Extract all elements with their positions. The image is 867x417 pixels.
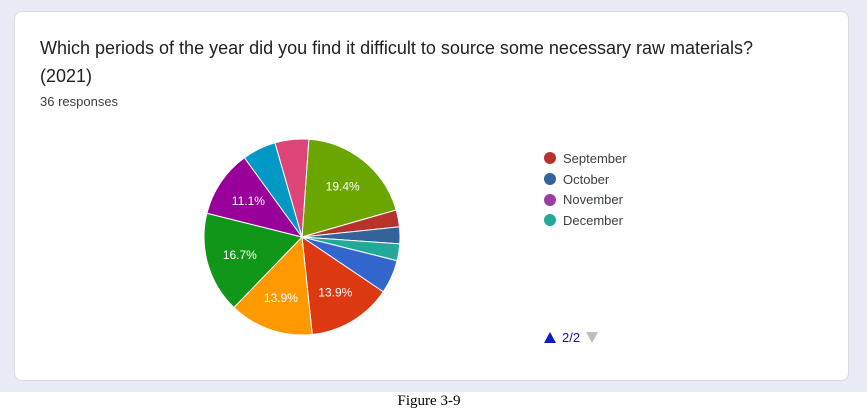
legend-item: September bbox=[544, 148, 627, 169]
legend-swatch-icon bbox=[544, 173, 556, 186]
legend-label: October bbox=[563, 171, 610, 187]
question-title: Which periods of the year did you find i… bbox=[40, 38, 753, 86]
slice-label: 19.4% bbox=[326, 180, 360, 194]
pie-slice[interactable] bbox=[206, 157, 304, 238]
page-indicator: 2/2 bbox=[562, 330, 581, 345]
chart-legend: September October November December bbox=[544, 148, 627, 231]
legend-label: September bbox=[563, 150, 627, 166]
legend-label: November bbox=[563, 192, 623, 208]
legend-item: October bbox=[544, 169, 627, 190]
pie-slice[interactable] bbox=[274, 138, 310, 238]
slice-label: 11.1% bbox=[232, 194, 265, 208]
figure-caption: Figure 3-9 bbox=[397, 393, 461, 409]
slice-label: 13.9% bbox=[264, 291, 298, 305]
figure-background: Which periods of the year did you find i… bbox=[0, 0, 867, 392]
legend-item: November bbox=[544, 189, 627, 210]
slice-label: 16.7% bbox=[223, 248, 257, 262]
pie-slice[interactable] bbox=[301, 138, 397, 238]
pie-slice[interactable] bbox=[203, 212, 303, 309]
pie-slice[interactable] bbox=[233, 235, 313, 336]
legend-label: December bbox=[563, 212, 623, 228]
pie-slice[interactable] bbox=[301, 235, 384, 336]
response-count: 36 responses bbox=[40, 94, 119, 109]
legend-pager: 2/2 bbox=[544, 330, 599, 345]
legend-item: December bbox=[544, 210, 627, 231]
slice-label: 13.9% bbox=[318, 285, 352, 299]
legend-swatch-icon bbox=[544, 214, 556, 227]
chart-card: Which periods of the year did you find i… bbox=[14, 11, 849, 381]
page-up-arrow-icon[interactable] bbox=[544, 332, 556, 343]
legend-swatch-icon bbox=[544, 152, 556, 165]
legend-swatch-icon bbox=[544, 193, 556, 206]
page-down-arrow-icon bbox=[586, 332, 599, 343]
pie-chart: 19.4% 13.9% 13.9% 16.7% 11.1% bbox=[203, 138, 401, 336]
